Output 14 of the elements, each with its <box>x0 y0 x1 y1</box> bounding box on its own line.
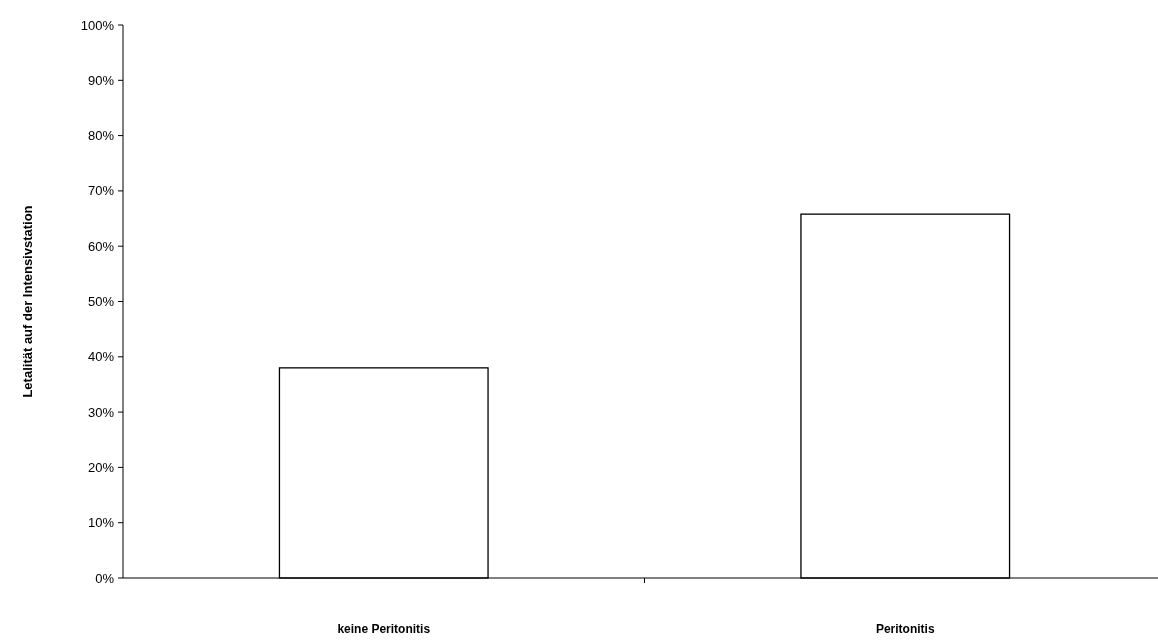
y-tick-label: 0% <box>95 570 115 586</box>
y-tick-label: 30% <box>87 404 115 420</box>
y-tick-label: 70% <box>87 183 115 199</box>
y-axis-title: Letalität auf der Intensivstation <box>20 205 35 398</box>
y-tick-label: 80% <box>87 128 115 144</box>
y-tick-label: 40% <box>87 349 115 365</box>
x-tick-label: Peritonitis <box>875 622 935 636</box>
y-tick-label: 60% <box>87 238 115 254</box>
y-tick-label: 10% <box>87 515 115 531</box>
x-tick-label: keine Peritonitis <box>337 622 431 636</box>
y-tick-label: 50% <box>87 294 115 310</box>
y-tick-label: 90% <box>87 72 115 88</box>
y-tick-label: 20% <box>87 459 115 475</box>
y-tick-label: 100% <box>80 17 115 33</box>
